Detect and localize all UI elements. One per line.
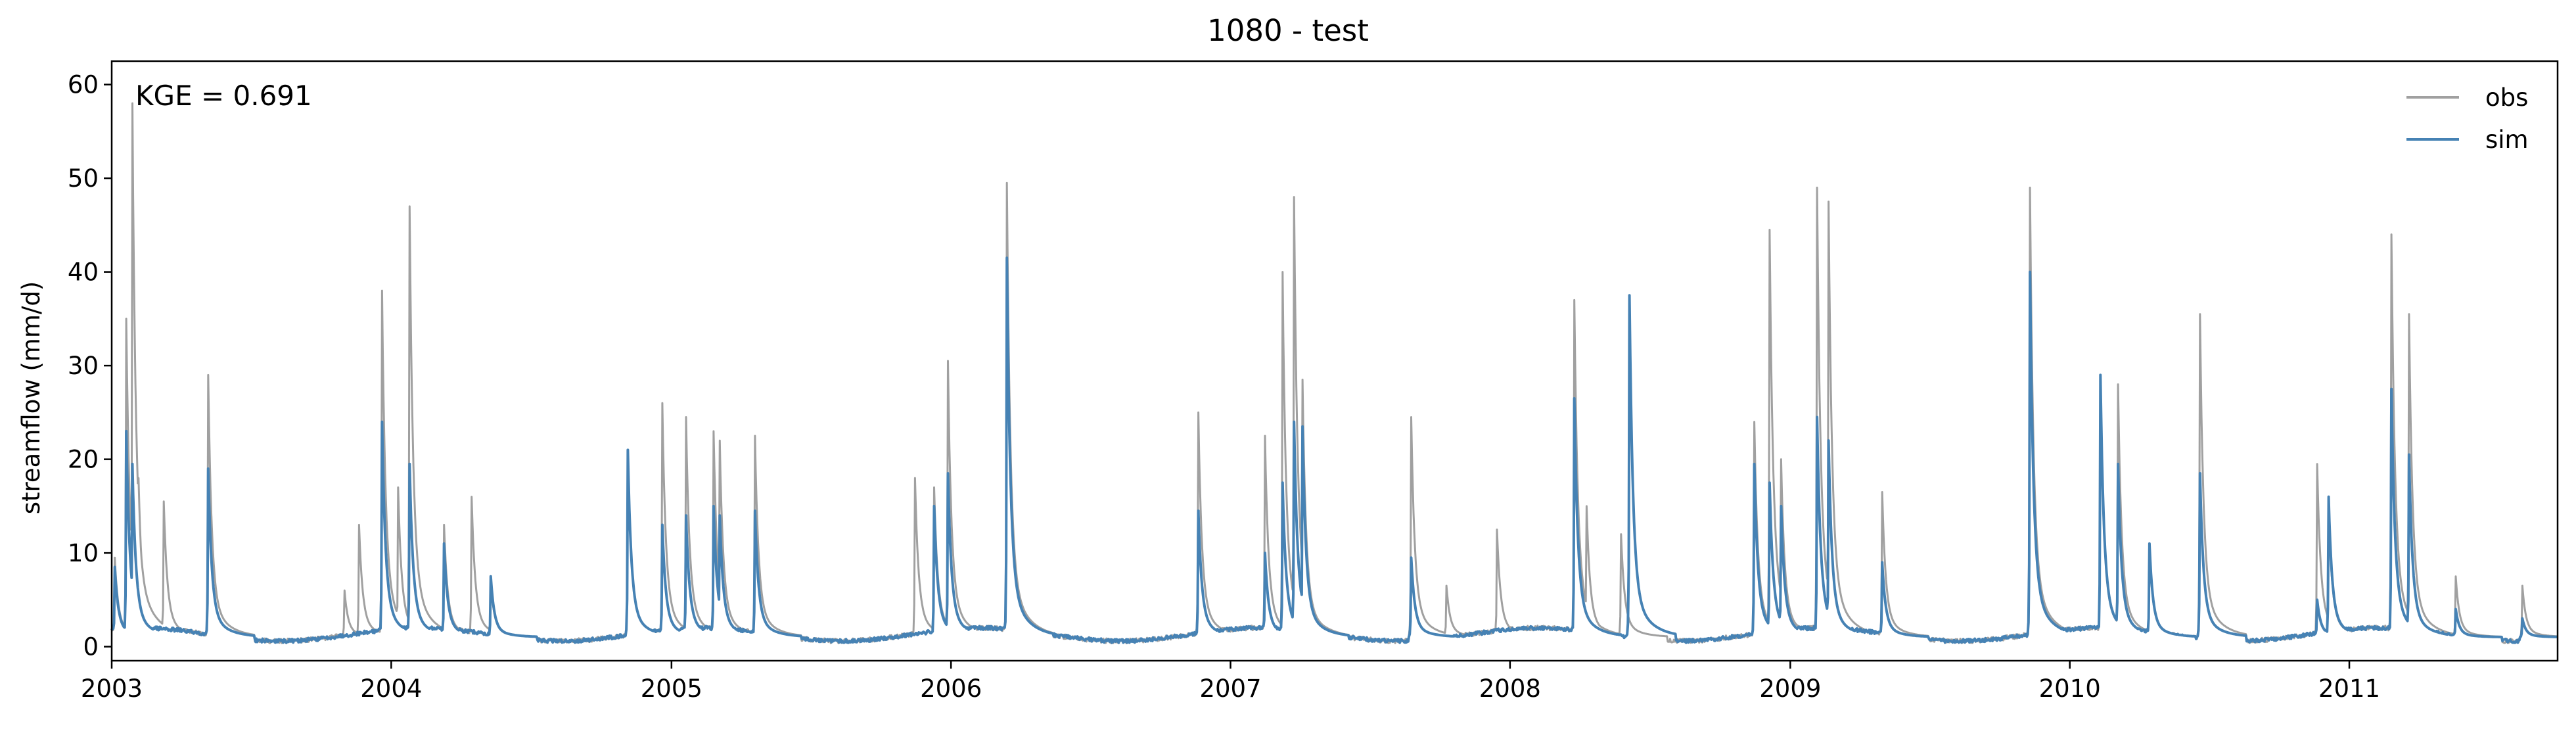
plot-frame [110, 60, 2559, 662]
y-tick-label: 40 [68, 258, 99, 287]
sim-series-line [110, 256, 2558, 644]
y-axis-label: streamflow (mm/d) [17, 281, 45, 515]
x-tick-label: 2005 [641, 675, 702, 703]
series-layer [110, 102, 2558, 644]
plot-area [110, 60, 2559, 662]
y-tick-label: 20 [68, 446, 99, 474]
x-axis: 2003 2004 2005 2006 2007 2008 2009 2010 2011 [81, 661, 2380, 703]
y-tick-label: 10 [68, 539, 99, 567]
y-tick-label: 30 [68, 352, 99, 380]
y-axis: 0 10 20 30 40 50 60 [68, 71, 112, 661]
obs-series-line [111, 102, 2558, 644]
kge-annotation: KGE = 0.691 [135, 80, 312, 112]
legend-obs-label: obs [2485, 83, 2528, 112]
x-tick-label: 2008 [1479, 675, 1541, 703]
x-tick-label: 2010 [2039, 675, 2101, 703]
x-tick-label: 2007 [1199, 675, 1261, 703]
y-tick-label: 60 [68, 71, 99, 99]
x-tick-label: 2004 [360, 675, 422, 703]
x-tick-label: 2003 [81, 675, 143, 703]
legend: obs sim [2406, 83, 2529, 154]
x-tick-label: 2009 [1759, 675, 1821, 703]
legend-sim-label: sim [2485, 126, 2529, 154]
y-tick-label: 50 [68, 164, 99, 193]
x-tick-label: 2011 [2318, 675, 2380, 703]
x-tick-label: 2006 [920, 675, 982, 703]
chart-title: 1080 - test [1207, 13, 1369, 48]
y-tick-label: 0 [83, 633, 99, 661]
